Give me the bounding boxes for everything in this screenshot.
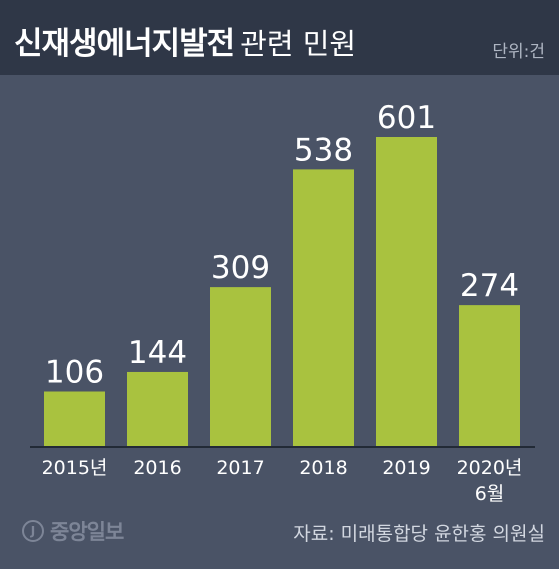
bar-value-label: 601: [377, 100, 436, 136]
x-tick-label: 6월: [475, 483, 505, 505]
source-note: 자료: 미래통합당 윤한홍 의원실: [293, 523, 545, 545]
bar-4: [376, 137, 437, 446]
bar-0: [44, 391, 105, 446]
bar-value-label: 144: [128, 335, 187, 371]
title-banner: 신재생에너지발전 관련 민원 단위:건: [0, 0, 559, 75]
bar-5: [459, 305, 520, 446]
bar-3: [293, 169, 354, 446]
x-tick-label: 2019: [382, 457, 430, 479]
logo-symbol-icon: J: [22, 520, 44, 542]
bar-2: [210, 287, 271, 446]
x-tick-label: 2015년: [42, 457, 108, 479]
bar-value-label: 538: [294, 132, 353, 168]
x-tick-label: 2017: [216, 457, 264, 479]
bar-1: [127, 371, 188, 446]
title-bold: 신재생에너지발전: [14, 26, 235, 62]
x-tick-label: 2018: [299, 457, 347, 479]
x-tick-label: 2016: [133, 457, 181, 479]
bar-value-label: 309: [211, 250, 270, 286]
logo-text: 중앙일보: [50, 520, 124, 544]
bar-value-label: 106: [45, 355, 104, 391]
publisher-logo: J 중앙일보: [22, 516, 124, 546]
chart-title: 신재생에너지발전 관련 민원: [14, 18, 356, 63]
unit-label: 단위:건: [492, 42, 545, 62]
x-tick-label: 2020년: [457, 457, 523, 479]
bar-value-label: 274: [460, 268, 519, 304]
title-light: 관련 민원: [240, 27, 357, 61]
